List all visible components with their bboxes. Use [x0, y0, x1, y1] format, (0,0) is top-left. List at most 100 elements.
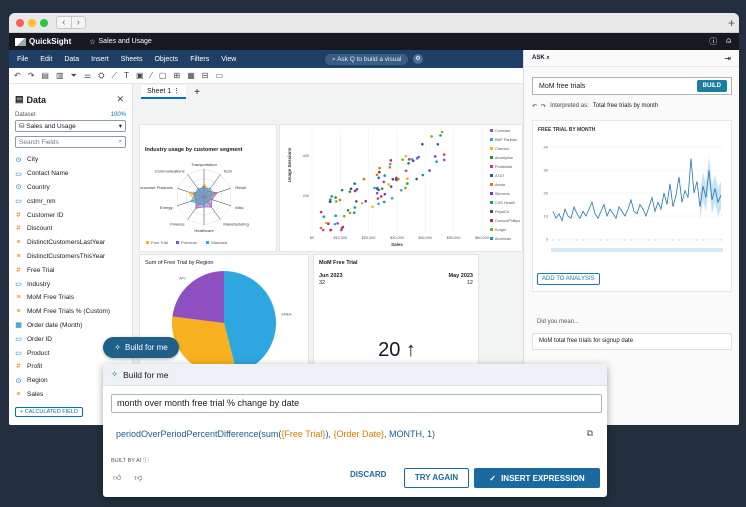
properties-icon[interactable]: ⚌	[83, 71, 92, 80]
more-vertical-icon[interactable]: ⋮	[173, 88, 181, 95]
scatter-point[interactable]	[319, 210, 323, 214]
undo-icon[interactable]: ↶	[14, 71, 21, 80]
scatter-point[interactable]	[395, 176, 398, 180]
scatter-point[interactable]	[428, 169, 431, 172]
scatter-point[interactable]	[353, 206, 357, 209]
thumbs-down-icon[interactable]: 👎︎	[134, 473, 143, 482]
field-item[interactable]: ▭ Product	[15, 346, 126, 360]
maximize-window-button[interactable]	[40, 19, 48, 27]
thumbs-up-icon[interactable]: 👍︎	[113, 473, 122, 482]
square-icon[interactable]: ▢	[158, 71, 167, 80]
scatter-point[interactable]	[362, 177, 366, 181]
scatter-point[interactable]	[334, 200, 338, 203]
table-icon[interactable]: ⊟	[201, 71, 209, 80]
grid-icon[interactable]: ▦	[187, 71, 195, 80]
scatter-point[interactable]	[406, 182, 409, 185]
scatter-point[interactable]	[375, 173, 379, 177]
free-trial-line[interactable]	[552, 158, 722, 222]
field-item[interactable]: ⊙ City	[15, 153, 126, 167]
scatter-point[interactable]	[388, 162, 392, 166]
close-window-button[interactable]	[16, 19, 24, 27]
user-icon[interactable]: ⍝	[726, 36, 731, 45]
field-item[interactable]: ≡ DistinctCustomersLastYear	[15, 236, 126, 250]
scatter-point[interactable]	[383, 192, 387, 196]
new-tab-icon[interactable]: +	[727, 16, 735, 30]
shape-icon[interactable]: ⁄	[150, 71, 152, 80]
add-to-analysis-button[interactable]: ADD TO ANALYSIS	[537, 273, 600, 285]
settings-icon[interactable]: ⛭	[98, 70, 105, 80]
device-icon[interactable]: ▭	[215, 71, 224, 80]
field-item[interactable]: ≡ DistinctCustomersThisYear	[15, 250, 126, 264]
scatter-point[interactable]	[377, 202, 380, 206]
redo-icon[interactable]: ↷	[27, 71, 35, 80]
scatter-point[interactable]	[328, 200, 332, 203]
scatter-point[interactable]	[330, 195, 333, 198]
scatter-point[interactable]	[329, 198, 332, 201]
field-item[interactable]: ≡ MoM Free Trials	[15, 291, 126, 305]
scatter-point[interactable]	[399, 188, 403, 192]
back-arrow-icon[interactable]: ‹	[57, 17, 72, 28]
scatter-point[interactable]	[327, 222, 330, 226]
scatter-point[interactable]	[380, 187, 384, 190]
ask-q-settings-icon[interactable]: ⚙	[413, 54, 423, 64]
insert-expression-button[interactable]: ✓ INSERT EXPRESSION	[474, 468, 600, 488]
scatter-point[interactable]	[336, 222, 339, 225]
scatter-point[interactable]	[407, 162, 410, 165]
scatter-point[interactable]	[348, 190, 352, 193]
kpi-card[interactable]: MoM Free Trial Jun 2023 32 May 2023 12 2…	[313, 254, 479, 379]
scatter-point[interactable]	[439, 134, 442, 137]
scatter-point[interactable]	[375, 191, 379, 195]
scatter-point[interactable]	[329, 228, 333, 232]
search-fields-input[interactable]: Search Fields ⌕	[15, 136, 126, 148]
pie-slice[interactable]	[224, 271, 277, 374]
range-slider[interactable]	[551, 248, 723, 252]
scatter-point[interactable]	[334, 214, 337, 217]
scatter-point[interactable]	[353, 189, 357, 193]
add-sheet-icon[interactable]: +	[194, 86, 200, 98]
scatter-point[interactable]	[442, 153, 446, 156]
scatter-point[interactable]	[379, 195, 383, 198]
scatter-point[interactable]	[388, 166, 392, 169]
scatter-point[interactable]	[397, 177, 400, 181]
scatter-point[interactable]	[333, 222, 337, 226]
visual-types-icon[interactable]: ▥	[55, 71, 64, 80]
scatter-point[interactable]	[349, 187, 353, 191]
scatter-point[interactable]	[353, 182, 356, 185]
undo-icon[interactable]: ↶	[532, 104, 538, 110]
scatter-point[interactable]	[376, 197, 380, 200]
field-item[interactable]: # Customer ID	[15, 208, 126, 222]
menu-view[interactable]: View	[221, 55, 237, 63]
scatter-point[interactable]	[401, 158, 404, 161]
menu-sheets[interactable]: Sheets	[120, 55, 143, 63]
scatter-point[interactable]	[391, 177, 395, 181]
suggestion-item[interactable]: MoM total free trials for signup date	[532, 333, 732, 350]
scatter-point[interactable]	[334, 196, 337, 199]
copy-icon[interactable]: ⧉	[586, 428, 593, 438]
dataset-select[interactable]: ⛁ Sales and Usage ▾	[15, 120, 126, 132]
field-item[interactable]: ▭ Industry	[15, 277, 126, 291]
scatter-point[interactable]	[324, 221, 328, 225]
scatter-point[interactable]	[442, 158, 446, 162]
scatter-point[interactable]	[353, 211, 356, 214]
collapse-panel-icon[interactable]: ⇥	[724, 53, 731, 63]
menu-insert[interactable]: Insert	[91, 55, 109, 63]
scatter-point[interactable]	[407, 158, 411, 161]
field-item[interactable]: ▦ Order date (Month)	[15, 319, 126, 333]
scatter-point[interactable]	[371, 205, 374, 209]
scatter-point[interactable]	[342, 214, 346, 218]
field-item[interactable]: ≡ MoM Free Trials % (Custom)	[15, 305, 126, 319]
scatter-point[interactable]	[360, 201, 364, 205]
scatter-point[interactable]	[387, 183, 390, 186]
scatter-point[interactable]	[404, 186, 407, 190]
scatter-point[interactable]	[338, 198, 342, 202]
field-item[interactable]: ⊙ Region	[15, 374, 126, 388]
scatter-point[interactable]	[322, 215, 326, 218]
tab-sheet-1[interactable]: Sheet 1 ⋮	[141, 85, 187, 99]
scatter-point[interactable]	[378, 166, 381, 170]
field-item[interactable]: # Discount	[15, 222, 126, 236]
scatter-point[interactable]	[440, 130, 444, 134]
build-for-me-pill-button[interactable]: ✧ Build for me	[103, 337, 179, 358]
minimize-window-button[interactable]	[28, 19, 36, 27]
pie-chart-card[interactable]: Sum of Free Trial by Region EMEAAMERAPJ	[139, 254, 309, 379]
ask-q-button[interactable]: ⌕ Ask Q to build a visual	[325, 54, 409, 65]
